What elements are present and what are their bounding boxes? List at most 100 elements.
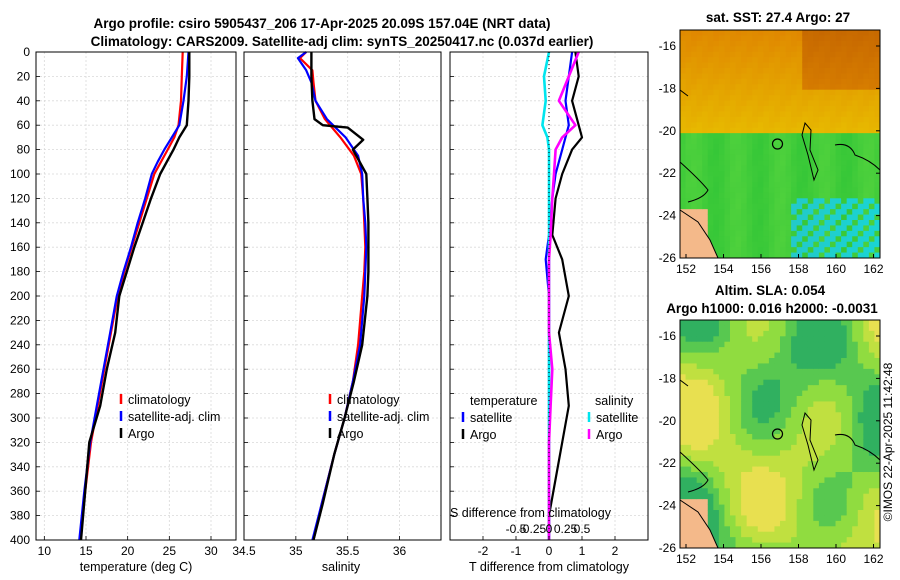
map-cell <box>835 526 842 533</box>
map-cell <box>852 390 859 397</box>
map-cell <box>813 225 820 232</box>
map-cell <box>718 95 725 101</box>
map-cell <box>807 84 814 91</box>
map-cell <box>802 51 809 58</box>
map-cell <box>746 57 753 63</box>
map-cell <box>763 165 770 172</box>
map-x-tick-label: 154 <box>713 262 733 276</box>
map-cell <box>830 111 836 118</box>
map-cell <box>785 171 792 177</box>
map-cell <box>830 504 836 511</box>
map-cell <box>763 417 770 424</box>
map-cell <box>757 241 764 248</box>
map-cell <box>691 368 698 375</box>
map-cell <box>730 133 736 139</box>
map-cell <box>741 225 748 232</box>
map-cell <box>685 358 692 364</box>
map-cell <box>868 385 875 391</box>
map-cell <box>813 252 820 259</box>
map-cell <box>785 504 792 511</box>
map-cell <box>735 40 742 47</box>
map-cell <box>735 358 742 364</box>
map-cell <box>730 138 736 145</box>
map-cell <box>824 439 831 446</box>
map-cell <box>818 30 825 36</box>
map-cell <box>680 336 686 343</box>
map-cell <box>763 341 770 348</box>
map-cell <box>841 62 848 69</box>
map-cell <box>691 144 698 150</box>
map-cell <box>841 138 848 145</box>
map-cell <box>724 444 731 451</box>
map-cell <box>780 40 786 47</box>
map-cell <box>757 325 764 332</box>
map-cell <box>852 138 859 145</box>
map-cell <box>846 444 853 451</box>
map-cell <box>813 35 820 42</box>
map-cell <box>752 379 759 386</box>
map-cell <box>691 165 698 172</box>
map-cell <box>785 73 792 80</box>
depth-tick-label: 60 <box>17 118 31 132</box>
map-cell <box>874 482 881 489</box>
map-cell <box>724 439 731 446</box>
map-cell <box>818 428 825 435</box>
map-x-tick-label: 156 <box>751 552 771 566</box>
map-cell <box>746 363 753 370</box>
map-cell <box>868 510 875 516</box>
map-cell <box>757 106 764 112</box>
map-cell <box>868 417 875 424</box>
map-cell <box>696 122 703 129</box>
map-cell <box>846 417 853 424</box>
map-cell <box>830 385 836 391</box>
map-cell <box>796 192 803 199</box>
map-cell <box>874 160 881 167</box>
map-cell <box>841 390 848 397</box>
map-cell <box>713 149 720 156</box>
map-cell <box>846 482 853 489</box>
map-cell <box>857 477 864 484</box>
map-cell <box>741 73 748 80</box>
map-cell <box>874 531 881 538</box>
map-cell <box>768 176 775 183</box>
map-cell <box>807 368 814 375</box>
map-cell <box>741 192 748 199</box>
map-cell <box>868 526 875 533</box>
map-cell <box>868 89 875 96</box>
map-cell <box>835 144 842 150</box>
map-cell <box>818 510 825 516</box>
map-cell <box>713 347 720 353</box>
map-cell <box>707 78 714 85</box>
map-cell <box>835 51 842 58</box>
map-cell <box>857 531 864 538</box>
map-cell <box>685 84 692 91</box>
map-cell <box>857 330 864 337</box>
map-cell <box>846 439 853 446</box>
map-cell <box>807 461 814 467</box>
map-cell <box>846 95 853 101</box>
map-cell <box>807 542 814 549</box>
map-cell <box>757 35 764 42</box>
map-cell <box>785 106 792 112</box>
map-cell <box>807 434 814 440</box>
x-tick-label: 35 <box>289 544 303 558</box>
map-cell <box>818 144 825 150</box>
map-cell <box>835 434 842 440</box>
map-cell <box>691 488 698 495</box>
map-cell <box>746 51 753 58</box>
map-cell <box>857 347 864 353</box>
map-cell <box>680 68 686 74</box>
map-cell <box>735 396 742 402</box>
map-cell <box>735 78 742 85</box>
map-cell <box>763 176 770 183</box>
map-cell <box>691 30 698 36</box>
map-cell <box>796 482 803 489</box>
map-cell <box>691 154 698 161</box>
map-cell <box>730 520 736 527</box>
map-cell <box>857 537 864 543</box>
map-cell <box>741 95 748 101</box>
map-cell <box>752 417 759 424</box>
map-cell <box>785 423 792 429</box>
map-cell <box>835 515 842 522</box>
map-cell <box>752 46 759 53</box>
